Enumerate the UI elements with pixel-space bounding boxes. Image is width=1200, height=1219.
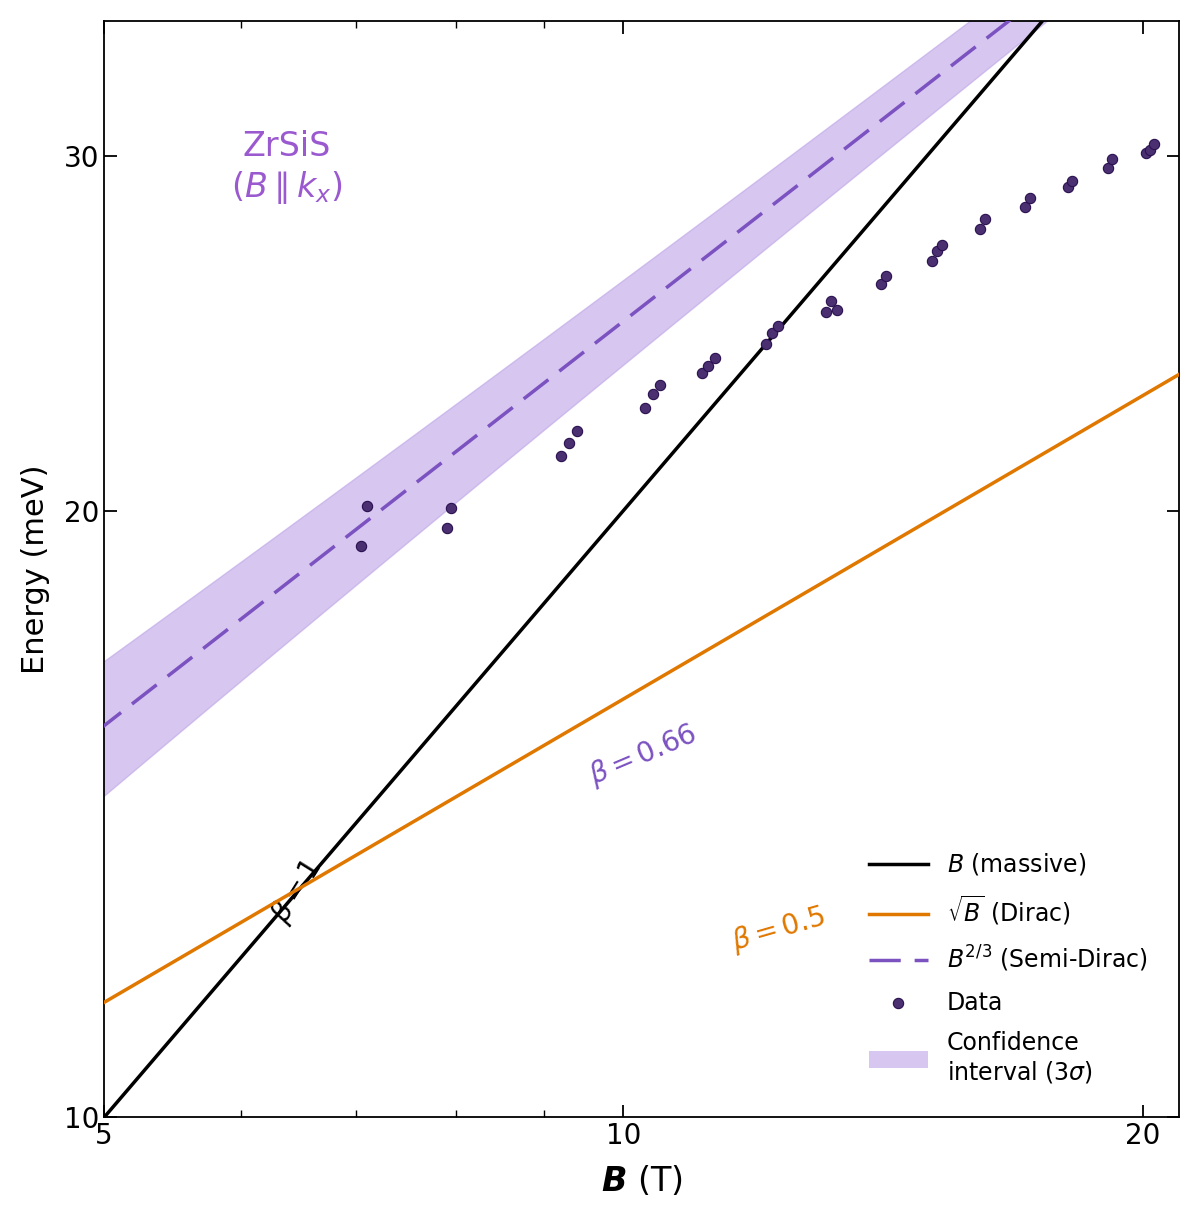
Data: [1015, 197, 1034, 217]
$\sqrt{B}$ (Dirac): [18, 1041, 32, 1056]
Data: [769, 316, 788, 335]
Data: [976, 210, 995, 229]
$B$ (massive): [18, 1202, 32, 1217]
Data: [822, 291, 841, 311]
Line: $B^{2/3}$ (Semi-Dirac): $B^{2/3}$ (Semi-Dirac): [25, 0, 1196, 787]
Data: [643, 384, 662, 403]
Text: $\beta = 1$: $\beta = 1$: [265, 853, 329, 929]
Data: [1136, 143, 1156, 162]
Data: [1058, 177, 1078, 196]
Data: [706, 349, 725, 368]
Data: [1062, 171, 1081, 190]
$B^{2/3}$ (Semi-Dirac): [18, 780, 32, 795]
Text: $\beta = 0.66$: $\beta = 0.66$: [584, 718, 702, 792]
Data: [876, 266, 895, 285]
$\sqrt{B}$ (Dirac): [977, 482, 991, 496]
Data: [442, 499, 461, 518]
$\sqrt{B}$ (Dirac): [713, 635, 727, 650]
$B$ (massive): [713, 390, 727, 405]
Data: [816, 302, 835, 322]
Text: ZrSiS
$(B \parallel k_x)$: ZrSiS $(B \parallel k_x)$: [230, 130, 343, 206]
Data: [698, 356, 718, 375]
$B^{2/3}$ (Semi-Dirac): [752, 208, 767, 223]
Data: [551, 446, 570, 466]
$B$ (massive): [1046, 1, 1061, 16]
Data: [650, 374, 670, 394]
Data: [971, 219, 990, 239]
Data: [1103, 149, 1122, 168]
$B$ (massive): [977, 83, 991, 98]
$B$ (massive): [263, 917, 277, 931]
Data: [358, 496, 377, 516]
Legend: $B$ (massive), $\sqrt{B}$ (Dirac), $B^{2/3}$ (Semi-Dirac), Data, Confidence
inte: $B$ (massive), $\sqrt{B}$ (Dirac), $B^{2…: [859, 842, 1157, 1095]
Data: [352, 536, 371, 556]
Data: [1140, 140, 1159, 160]
$\sqrt{B}$ (Dirac): [1189, 357, 1200, 372]
Data: [1144, 134, 1163, 154]
Text: $\beta = 0.5$: $\beta = 0.5$: [728, 901, 829, 958]
$\sqrt{B}$ (Dirac): [1046, 440, 1061, 455]
Data: [928, 241, 947, 261]
$B^{2/3}$ (Semi-Dirac): [263, 590, 277, 605]
Data: [568, 422, 587, 441]
Y-axis label: Energy (meV): Energy (meV): [20, 464, 50, 674]
X-axis label: $\boldsymbol{B}$ (T): $\boldsymbol{B}$ (T): [601, 1164, 683, 1198]
Data: [763, 323, 782, 343]
Data: [692, 363, 712, 383]
Data: [932, 235, 952, 255]
Data: [923, 251, 942, 271]
Data: [559, 434, 578, 453]
$\sqrt{B}$ (Dirac): [1060, 433, 1074, 447]
Data: [1098, 157, 1117, 177]
Line: $B$ (massive): $B$ (massive): [25, 0, 1196, 1209]
$B^{2/3}$ (Semi-Dirac): [713, 239, 727, 254]
Data: [827, 300, 846, 319]
$B$ (massive): [752, 345, 767, 360]
$\sqrt{B}$ (Dirac): [263, 898, 277, 913]
$\sqrt{B}$ (Dirac): [752, 612, 767, 627]
Data: [437, 518, 456, 538]
Line: $\sqrt{B}$ (Dirac): $\sqrt{B}$ (Dirac): [25, 364, 1196, 1048]
Data: [636, 397, 655, 417]
Data: [871, 274, 890, 294]
Data: [1020, 188, 1039, 207]
Data: [756, 334, 775, 354]
$B^{2/3}$ (Semi-Dirac): [977, 33, 991, 48]
